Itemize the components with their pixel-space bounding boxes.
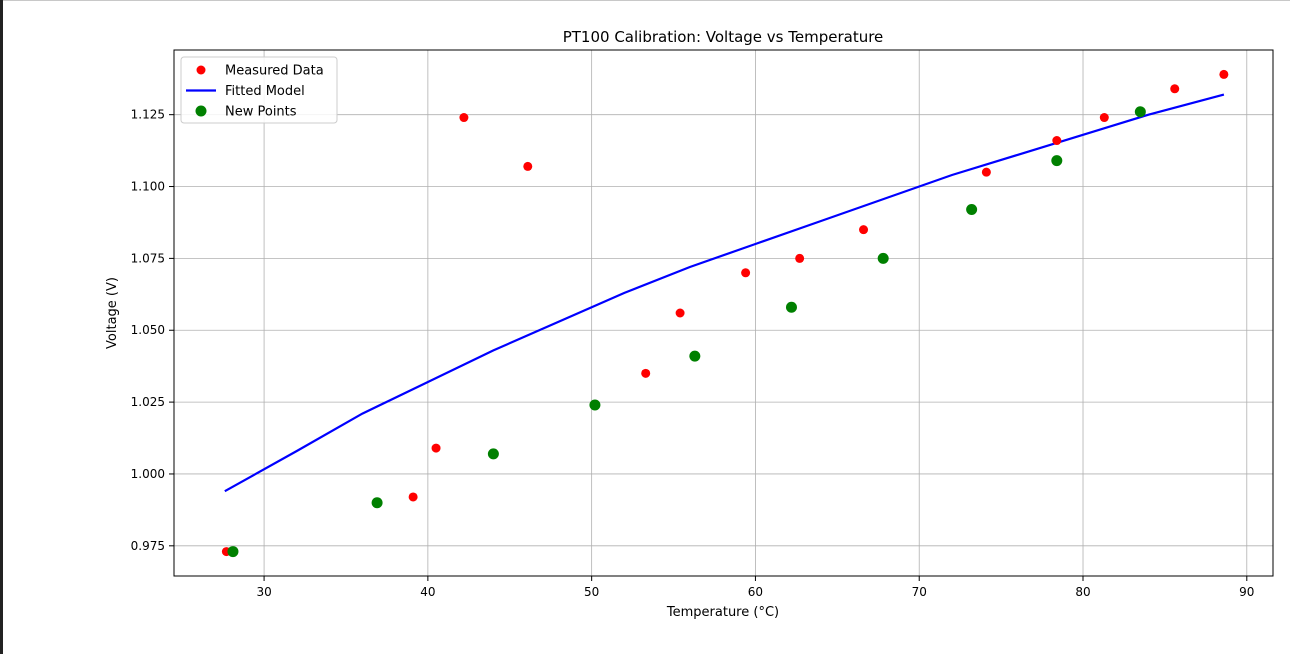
window-left-edge [0,0,3,654]
new-point-marker [227,546,239,558]
measured-data-point [408,492,418,502]
new-point-marker [1051,155,1063,167]
x-tick-label: 40 [420,585,435,599]
legend-label: Measured Data [225,64,324,79]
new-point-marker [1134,106,1146,118]
measured-data-point [1099,113,1109,123]
new-point-marker [966,204,978,216]
legend-label: Fitted Model [225,84,305,99]
chart-title: PT100 Calibration: Voltage vs Temperatur… [563,28,884,46]
axis-ticks: 30 40 50 60 70 80 90 0.975 1.000 1.025 1.050 1.075 1… [131,108,1255,599]
x-axis-label: Temperature (°C) [666,605,779,620]
measured-data-point [1170,84,1180,94]
new-point-marker [689,350,701,362]
y-tick-label: 1.100 [131,180,165,194]
y-tick-label: 1.000 [131,467,165,481]
measured-data-point [641,368,651,378]
new-point-marker [589,399,601,411]
x-tick-label: 50 [584,585,599,599]
fitted-model-line [224,93,1225,493]
y-tick-label: 1.025 [131,395,165,409]
measured-data-point [459,113,469,123]
x-tick-label: 60 [748,585,763,599]
legend-swatch-measured-data [196,65,206,75]
measured-data-point [981,167,991,177]
measured-data-point [859,225,869,235]
window-top-edge [3,0,1290,1]
measured-data-point [741,268,751,278]
series-layer [221,69,1229,558]
measured-data-point [523,161,533,171]
new-point-marker [785,301,797,313]
measured-data-point [1052,136,1062,146]
y-tick-label: 1.050 [131,323,165,337]
measured-data-point [1219,69,1229,79]
grid-lines [174,50,1273,576]
plot-frame [173,49,1274,577]
x-tick-label: 30 [256,585,271,599]
x-tick-label: 70 [912,585,927,599]
legend: Measured Data Fitted Model New Points [180,56,338,124]
x-tick-label: 80 [1075,585,1090,599]
new-point-marker [877,252,889,264]
x-tick-label: 90 [1239,585,1254,599]
measured-data-point [675,308,685,318]
new-point-marker [371,497,383,509]
y-tick-label: 0.975 [131,539,165,553]
y-tick-label: 1.075 [131,251,165,265]
legend-swatch-new-points [195,105,207,117]
new-point-marker [487,448,499,460]
legend-label: New Points [225,105,297,120]
measured-data-point [795,253,805,263]
y-tick-label: 1.125 [131,108,165,122]
y-axis-label: Voltage (V) [105,277,120,349]
measured-data-point [431,443,441,453]
legend-box [180,56,338,124]
